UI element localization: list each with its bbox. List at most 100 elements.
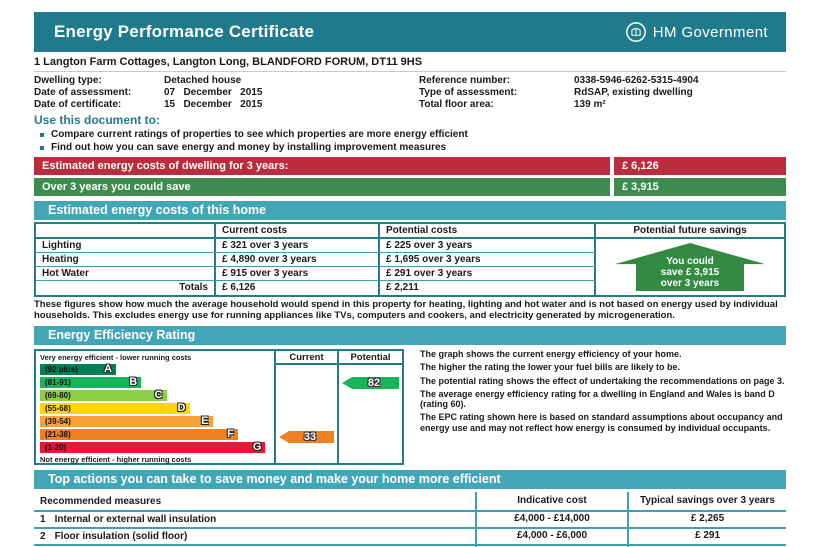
rating-paragraph: The higher the rating the lower your fue… — [420, 362, 681, 373]
action-row-savings: £ 2,265 — [629, 512, 786, 529]
epc-current-column: Current 33 — [276, 351, 339, 463]
epc-band-g: (1-20) G — [40, 440, 266, 453]
rating-explanation: The graph shows the current energy effic… — [420, 349, 786, 465]
action-measure: Internal or external wall insulation — [54, 514, 217, 525]
epc-band-c: (69-80) C — [40, 388, 167, 401]
epc-band-range: (55-68) — [45, 403, 71, 413]
info-value: 0338-5946-6262-5315-4904 — [574, 75, 699, 86]
epc-band-e: (39-54) E — [40, 414, 213, 427]
action-row-savings: £ 291 — [629, 529, 786, 546]
estimated-costs-label: Estimated energy costs of dwelling for 3… — [34, 157, 610, 175]
epc-band-range: (92 plus) — [45, 364, 78, 374]
cost-row-label: Heating — [36, 253, 216, 267]
info-value: 07 December 2015 — [164, 87, 263, 98]
action-row-cost: £4,000 - £6,000 — [477, 529, 629, 546]
you-could-save-arrow-icon: You could save £ 3,915 over 3 years — [615, 243, 765, 291]
costs-table: Current costs Potential costs Lighting £… — [34, 222, 786, 297]
actions-header-savings: Typical savings over 3 years — [629, 492, 786, 512]
epc-band-a: (92 plus) A — [40, 362, 116, 375]
epc-band-letter: E — [201, 414, 209, 427]
epc-band-letter: A — [103, 362, 112, 375]
info-value: 139 m² — [574, 99, 606, 110]
epc-band-range: (81-91) — [45, 377, 71, 387]
cost-row-label: Hot Water — [36, 267, 216, 281]
section-costs-heading: Estimated energy costs of this home — [34, 201, 786, 220]
epc-current-header: Current — [276, 351, 337, 365]
costs-header-blank — [36, 224, 216, 239]
potential-savings-bar: Over 3 years you could save £ 3,915 — [34, 178, 786, 196]
use-document-heading: Use this document to: — [34, 113, 161, 127]
use-document-bullet: Find out how you can save energy and mon… — [40, 142, 786, 153]
epc-band-range: (69-80) — [45, 390, 71, 400]
epc-bands-area: Very energy efficient - lower running co… — [36, 351, 276, 464]
epc-potential-column: Potential 82 — [339, 351, 402, 463]
info-value: 15 December 2015 — [164, 99, 263, 110]
actions-header-cost: Indicative cost — [477, 492, 629, 512]
info-label: Dwelling type: — [34, 75, 102, 86]
totals-potential: £ 2,211 — [386, 282, 419, 293]
potential-savings-value: £ 3,915 — [614, 178, 786, 196]
save-arrow-line: You could — [666, 256, 714, 267]
epc-graph: Very energy efficient - lower running co… — [34, 349, 404, 465]
epc-band-letter: D — [177, 401, 186, 414]
action-row-measure: 1 Internal or external wall insulation — [34, 512, 477, 529]
epc-band-f: (21-38) F — [40, 428, 238, 440]
title-banner: Energy Performance Certificate HM Govern… — [34, 12, 786, 52]
epc-bottom-note: Not energy efficient - higher running co… — [40, 454, 192, 464]
property-info-left: Dwelling type: Detached house Date of as… — [34, 75, 419, 110]
square-bullet-icon — [40, 132, 44, 137]
bullet-text: Compare current ratings of properties to… — [51, 129, 468, 140]
potential-rating-value: 82 — [367, 376, 381, 389]
property-info: Dwelling type: Detached house Date of as… — [34, 75, 786, 110]
estimated-costs-value: £ 6,126 — [614, 157, 786, 175]
info-value: RdSAP, existing dwelling — [574, 87, 693, 98]
hm-government-crest-icon — [625, 22, 646, 42]
action-number: 2 — [40, 531, 46, 542]
current-rating-value: 33 — [303, 430, 317, 443]
epc-band-range: (39-54) — [45, 416, 71, 426]
rating-paragraph: The average energy efficiency rating for… — [420, 388, 775, 410]
epc-band-letter: C — [154, 388, 163, 401]
action-measure: Floor insulation (solid floor) — [54, 531, 188, 542]
cost-row-label: Lighting — [36, 239, 216, 253]
actions-table: Recommended measures Indicative cost Typ… — [34, 492, 786, 547]
hm-government-logo: HM Government — [625, 21, 768, 43]
save-arrow-line: save £ 3,915 — [660, 267, 720, 278]
future-savings-column: Potential future savings You could save … — [596, 224, 784, 295]
costs-table-main: Current costs Potential costs Lighting £… — [36, 224, 596, 295]
rating-paragraph: The potential rating shows the effect of… — [420, 375, 785, 386]
section-actions-heading: Top actions you can take to save money a… — [34, 470, 786, 489]
epc-page: Energy Performance Certificate HM Govern… — [34, 0, 786, 547]
info-label: Date of assessment: — [34, 87, 132, 98]
costs-header-future-savings: Potential future savings — [596, 224, 784, 239]
property-info-right: Reference number: 0338-5946-6262-5315-49… — [419, 75, 786, 110]
future-savings-cell: You could save £ 3,915 over 3 years — [596, 239, 784, 295]
use-document-bullet: Compare current ratings of properties to… — [40, 129, 786, 140]
action-row-measure: 2 Floor insulation (solid floor) — [34, 529, 477, 546]
cost-row-current: £ 321 over 3 years — [216, 239, 380, 253]
costs-footnote: These figures show how much the average … — [34, 299, 778, 321]
totals-label: Totals — [36, 281, 216, 295]
action-number: 1 — [40, 514, 46, 525]
cost-row-potential: £ 291 over 3 years — [380, 267, 596, 281]
costs-header-potential: Potential costs — [380, 224, 596, 239]
epc-band-range: (1-20) — [45, 442, 67, 452]
hm-government-label: HM Government — [652, 23, 768, 41]
page-title: Energy Performance Certificate — [54, 22, 315, 41]
epc-band-letter: G — [252, 440, 262, 453]
cost-row-current: £ 915 over 3 years — [216, 267, 380, 281]
costs-header-current: Current costs — [216, 224, 380, 239]
totals-current: £ 6,126 — [216, 281, 380, 295]
current-rating-arrow-icon: 33 — [279, 431, 334, 443]
info-value: Detached house — [164, 75, 242, 86]
info-label: Type of assessment: — [419, 87, 518, 98]
action-row-cost: £4,000 - £14,000 — [477, 512, 629, 529]
rating-paragraph: The EPC rating shown here is based on st… — [420, 412, 783, 433]
save-arrow-line: over 3 years — [660, 278, 720, 289]
cost-row-current: £ 4,890 over 3 years — [216, 253, 380, 267]
epc-potential-header: Potential — [339, 351, 402, 365]
potential-savings-label: Over 3 years you could save — [34, 178, 610, 196]
actions-header-measures: Recommended measures — [34, 492, 477, 512]
info-label: Date of certificate: — [34, 99, 122, 110]
cost-row-potential: £ 1,695 over 3 years — [380, 253, 596, 267]
